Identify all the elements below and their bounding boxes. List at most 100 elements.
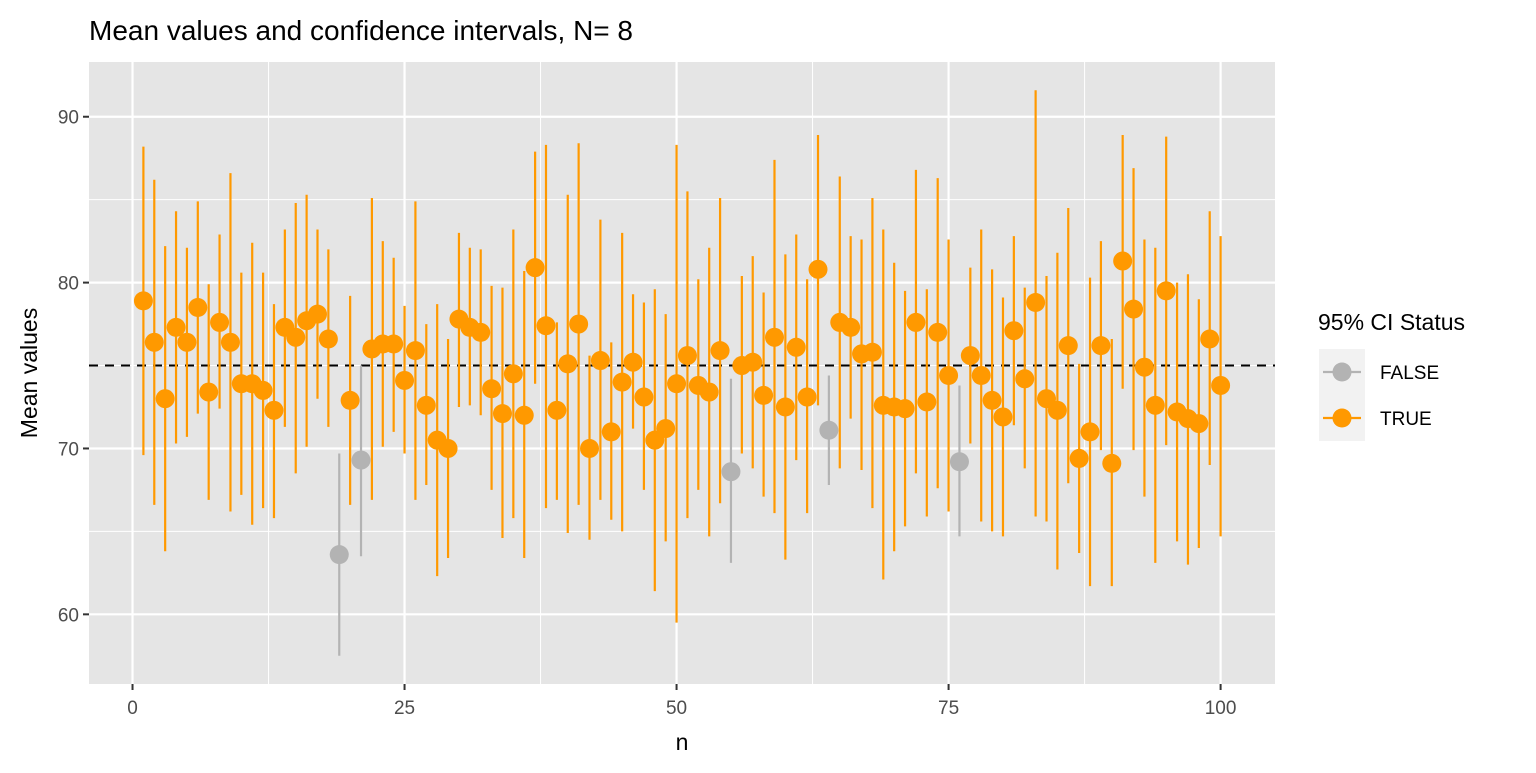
data-point bbox=[982, 390, 1002, 410]
y-tick-label: 90 bbox=[58, 108, 79, 129]
data-point-group bbox=[1134, 239, 1154, 497]
x-tick-label: 100 bbox=[1205, 698, 1237, 719]
data-point-group bbox=[1069, 363, 1089, 553]
data-point-group bbox=[133, 146, 153, 456]
data-point bbox=[1069, 448, 1089, 468]
data-point-group bbox=[895, 290, 915, 527]
data-point-group bbox=[1015, 287, 1035, 469]
data-point bbox=[634, 387, 654, 407]
data-point-group bbox=[1145, 247, 1165, 563]
data-point bbox=[580, 438, 600, 458]
x-axis: 0 25 50 75 100 bbox=[127, 684, 1236, 719]
data-point-group bbox=[1102, 338, 1122, 587]
data-point bbox=[1026, 293, 1046, 313]
data-point-group bbox=[1124, 168, 1144, 451]
data-point bbox=[329, 545, 349, 565]
data-point-group bbox=[775, 254, 795, 560]
data-point-group bbox=[558, 194, 578, 534]
data-point bbox=[1145, 395, 1165, 415]
data-point bbox=[917, 392, 937, 412]
data-point-group bbox=[634, 302, 654, 490]
data-point-group bbox=[318, 249, 338, 427]
x-tick-label: 50 bbox=[666, 698, 687, 719]
data-point bbox=[960, 346, 980, 366]
data-point bbox=[210, 312, 230, 332]
x-tick-label: 25 bbox=[394, 698, 415, 719]
data-point bbox=[166, 317, 186, 337]
legend-item-true: TRUE bbox=[1319, 395, 1432, 441]
data-point-group bbox=[395, 305, 415, 454]
data-point bbox=[395, 370, 415, 390]
data-point bbox=[699, 382, 719, 402]
data-point-group bbox=[1091, 241, 1111, 451]
data-point-group bbox=[743, 256, 763, 469]
data-point bbox=[1047, 400, 1067, 420]
data-point-group bbox=[307, 229, 327, 399]
data-point-group bbox=[1189, 299, 1209, 548]
data-point-group bbox=[580, 355, 600, 540]
data-point bbox=[547, 400, 567, 420]
data-point-group bbox=[547, 322, 567, 500]
data-point-group bbox=[471, 249, 491, 416]
data-point bbox=[797, 387, 817, 407]
data-point-group bbox=[405, 201, 425, 500]
data-point bbox=[1189, 414, 1209, 434]
data-point-group bbox=[1080, 277, 1100, 587]
data-point-group bbox=[329, 453, 349, 656]
x-tick-label: 0 bbox=[127, 698, 138, 719]
data-point-group bbox=[384, 257, 404, 432]
data-point-group bbox=[1113, 134, 1133, 389]
legend-label: FALSE bbox=[1380, 363, 1439, 384]
y-tick-label: 70 bbox=[58, 439, 79, 460]
data-point-group bbox=[1058, 207, 1078, 484]
data-point bbox=[286, 327, 306, 347]
data-point bbox=[416, 395, 436, 415]
data-point bbox=[492, 404, 512, 424]
data-point-group bbox=[862, 198, 882, 509]
data-point-group bbox=[199, 284, 219, 500]
data-point-group bbox=[438, 338, 458, 558]
data-point-group bbox=[808, 134, 828, 406]
data-marks bbox=[133, 90, 1231, 656]
data-point bbox=[155, 389, 175, 409]
data-point-group bbox=[949, 385, 969, 537]
data-point bbox=[721, 462, 741, 482]
data-point bbox=[525, 258, 545, 278]
data-point bbox=[1058, 336, 1078, 356]
data-point-group bbox=[971, 229, 991, 522]
data-point-group bbox=[960, 267, 980, 444]
data-point bbox=[177, 332, 197, 352]
data-point bbox=[264, 400, 284, 420]
data-point bbox=[862, 342, 882, 362]
data-point bbox=[677, 346, 697, 366]
data-point bbox=[1102, 453, 1122, 473]
data-point bbox=[1211, 375, 1231, 395]
data-point bbox=[1124, 299, 1144, 319]
legend-key-point bbox=[1332, 362, 1352, 382]
data-point-group bbox=[351, 365, 371, 557]
data-point-group bbox=[416, 324, 436, 485]
data-point-group bbox=[177, 247, 197, 437]
data-point-group bbox=[264, 304, 284, 519]
data-point-group bbox=[482, 285, 502, 490]
data-point bbox=[939, 365, 959, 385]
data-point bbox=[188, 297, 208, 317]
data-point-group bbox=[1156, 136, 1176, 446]
data-point-group bbox=[514, 270, 534, 558]
data-point bbox=[558, 354, 578, 374]
data-point-group bbox=[1047, 252, 1067, 570]
data-point-group bbox=[699, 247, 719, 537]
data-point-group bbox=[503, 229, 523, 519]
data-point bbox=[775, 397, 795, 417]
data-point bbox=[612, 372, 632, 392]
data-point-group bbox=[754, 292, 774, 497]
data-point bbox=[590, 351, 610, 371]
data-point bbox=[503, 364, 523, 384]
data-point-group bbox=[220, 173, 240, 512]
data-point-group bbox=[710, 198, 730, 504]
data-point bbox=[569, 314, 589, 334]
data-point-group bbox=[492, 287, 512, 539]
y-tick-label: 80 bbox=[58, 274, 79, 295]
data-point bbox=[895, 399, 915, 419]
